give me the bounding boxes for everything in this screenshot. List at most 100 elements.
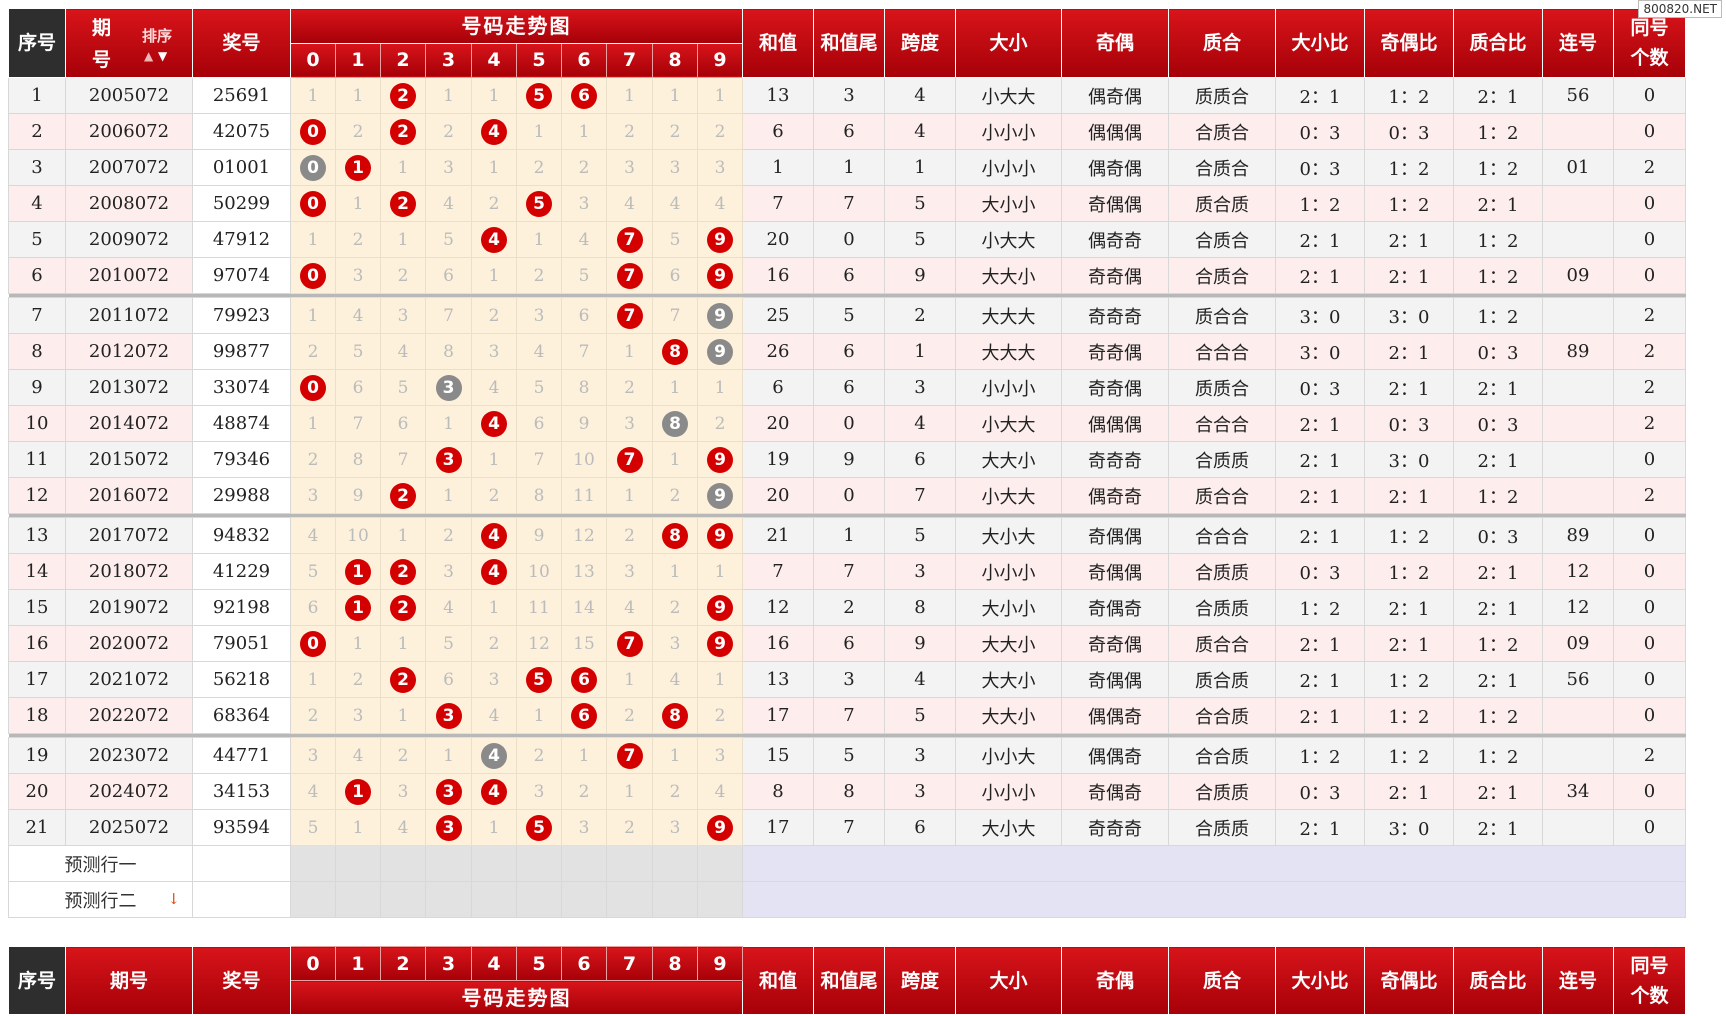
table-row[interactable]: 7 2011072 79923 1 4 3 7 2 3 6 7 7 9 25 5 2 大大大 奇奇奇 质合合 3：0 3… <box>8 297 1686 334</box>
predict-digit-cell-2[interactable] <box>380 845 426 882</box>
predict-label: 预测行一 <box>8 845 193 882</box>
hit-ball: 9 <box>707 630 733 657</box>
hit-ball: 2 <box>390 482 416 509</box>
trend-cell-5: 3 <box>516 773 562 810</box>
hit-ball: 8 <box>662 522 688 549</box>
trend-cell-2: 2 <box>380 113 426 150</box>
cell-size: 小大大 <box>955 221 1062 258</box>
predict-digit-cell-0[interactable] <box>290 845 336 882</box>
header-digit-8: 8 <box>652 42 698 78</box>
cell-parity-ratio: 3：0 <box>1364 441 1454 478</box>
predict-digit-cell-7[interactable] <box>606 845 653 882</box>
table-row[interactable]: 3 2007072 01001 0 1 1 3 1 2 2 3 3 3 1 1 1 小小小 偶奇偶 合质合 0：3 1：… <box>8 149 1686 186</box>
predict-prize-input[interactable] <box>192 845 291 882</box>
trend-cell-8: 5 <box>652 221 698 258</box>
table-row[interactable]: 14 2018072 41229 5 1 2 3 4 10 13 3 1 1 7 7 3 小小小 奇偶偶 合质质 0：… <box>8 553 1686 590</box>
predict-digit-cell-8[interactable] <box>652 881 698 918</box>
cell-parity-ratio: 1：2 <box>1364 77 1454 114</box>
sort-down-icon[interactable]: ▼ <box>158 49 168 63</box>
trend-cell-3: 3 <box>425 809 472 846</box>
trend-cell-0: 4 <box>290 773 336 810</box>
table-row[interactable]: 5 2009072 47912 1 2 1 5 4 1 4 7 5 9 20 0 5 小大大 偶奇奇 合质合 2：1 2… <box>8 221 1686 258</box>
cell-seq: 4 <box>8 185 66 222</box>
predict-digit-cell-1[interactable] <box>335 881 381 918</box>
table-row[interactable]: 4 2008072 50299 0 1 2 4 2 5 3 4 4 4 7 7 5 大小小 奇偶偶 质合质 1：2 1：… <box>8 185 1686 222</box>
trend-cell-4: 4 <box>471 221 517 258</box>
hit-ball: 6 <box>571 702 597 729</box>
predict-row[interactable]: 预测行二 ↓ <box>8 881 1686 918</box>
table-row[interactable]: 2 2006072 42075 0 2 2 2 4 1 1 2 2 2 6 6 4 小小小 偶偶偶 合质合 0：3 0：… <box>8 113 1686 150</box>
predict-digit-cell-4[interactable] <box>471 845 517 882</box>
cell-prize: 47912 <box>192 221 291 258</box>
cell-prime: 质合质 <box>1168 185 1276 222</box>
cell-size: 大大小 <box>955 441 1062 478</box>
header-period[interactable]: 期 号 排序 ▲ ▼ <box>65 8 193 78</box>
table-row[interactable]: 9 2013072 33074 0 6 5 3 4 5 8 2 1 1 6 6 3 小小小 奇奇偶 质质合 0：3 2：… <box>8 369 1686 406</box>
table-row[interactable]: 17 2021072 56218 1 2 2 6 3 5 6 1 4 1 13 3 4 大大小 奇偶偶 质合质 2：1… <box>8 661 1686 698</box>
cell-consecutive: 09 <box>1542 257 1614 294</box>
cell-prime-ratio: 0：3 <box>1453 405 1543 442</box>
cell-span: 5 <box>884 517 956 554</box>
table-row[interactable]: 8 2012072 99877 2 5 4 8 3 4 7 1 8 9 26 6 1 大大大 奇奇偶 合合合 3：0 2… <box>8 333 1686 370</box>
predict-prize-input[interactable] <box>192 881 291 918</box>
predict-digit-cell-9[interactable] <box>697 845 743 882</box>
trend-cell-0: 2 <box>290 697 336 734</box>
predict-digit-cell-2[interactable] <box>380 881 426 918</box>
table-row[interactable]: 12 2016072 29988 3 9 2 1 2 8 11 1 2 9 20 0 7 小大大 偶奇奇 质合合 2：… <box>8 477 1686 514</box>
table-row[interactable]: 1 2005072 25691 1 1 2 1 1 5 6 1 1 1 13 3 4 小大大 偶奇偶 质质合 2：1 1… <box>8 77 1686 114</box>
predict-digit-cell-1[interactable] <box>335 845 381 882</box>
hit-ball: 3 <box>435 702 462 729</box>
footer-same-top: 同号 <box>1630 954 1669 977</box>
trend-cell-9: 2 <box>697 113 743 150</box>
table-row[interactable]: 16 2020072 79051 0 1 1 5 2 12 15 7 3 9 16 6 9 大大小 奇奇偶 质合合 2… <box>8 625 1686 662</box>
predict-digit-cell-9[interactable] <box>697 881 743 918</box>
trend-cell-8: 2 <box>652 589 698 626</box>
predict-row[interactable]: 预测行一 <box>8 845 1686 882</box>
trend-cell-0: 1 <box>290 661 336 698</box>
table-row[interactable]: 10 2014072 48874 1 7 6 1 4 6 9 3 8 2 20 0 4 小大大 偶偶偶 合合合 2：1… <box>8 405 1686 442</box>
table-row[interactable]: 6 2010072 97074 0 3 2 6 1 2 5 7 6 9 16 6 9 大大小 奇奇偶 合质合 2：1 2… <box>8 257 1686 294</box>
predict-digit-cell-6[interactable] <box>561 845 607 882</box>
footer-period: 期号 <box>65 946 193 1015</box>
trend-cell-3: 4 <box>425 589 472 626</box>
group-divider-line <box>8 293 1686 298</box>
predict-digit-cell-6[interactable] <box>561 881 607 918</box>
cell-prime: 质质合 <box>1168 77 1276 114</box>
predict-digit-cell-4[interactable] <box>471 881 517 918</box>
predict-digit-cell-3[interactable] <box>425 845 472 882</box>
cell-parity-ratio: 1：2 <box>1364 149 1454 186</box>
hit-ball: 7 <box>616 262 643 289</box>
predict-digit-cell-5[interactable] <box>516 881 562 918</box>
table-row[interactable]: 19 2023072 44771 3 4 2 1 4 2 1 7 1 3 15 5 3 小小大 偶偶奇 合合质 1：2… <box>8 737 1686 774</box>
table-row[interactable]: 15 2019072 92198 6 1 2 4 1 11 14 4 2 9 12 2 8 大小小 奇偶奇 合质质 1… <box>8 589 1686 626</box>
hit-ball: 9 <box>707 262 733 289</box>
table-row[interactable]: 13 2017072 94832 4 10 1 2 4 9 12 2 8 9 21 1 5 大小大 奇偶偶 合合合 2… <box>8 517 1686 554</box>
arrow-down-icon[interactable]: ↓ <box>167 890 180 908</box>
cell-prime-ratio: 2：1 <box>1453 77 1543 114</box>
cell-sum-tail: 6 <box>813 333 885 370</box>
predict-digit-cell-3[interactable] <box>425 881 472 918</box>
hit-ball: 5 <box>526 190 552 217</box>
table-row[interactable]: 20 2024072 34153 4 1 3 3 4 3 2 1 2 4 8 8 3 小小小 奇偶奇 合质质 0：3 2… <box>8 773 1686 810</box>
cell-prime-ratio: 1：2 <box>1453 477 1543 514</box>
predict-digit-cell-0[interactable] <box>290 881 336 918</box>
cell-sum: 20 <box>742 405 814 442</box>
cell-parity-ratio: 2：1 <box>1364 477 1454 514</box>
cell-prime-ratio: 1：2 <box>1453 697 1543 734</box>
trend-cell-7: 7 <box>606 441 653 478</box>
predict-digit-cell-7[interactable] <box>606 881 653 918</box>
trend-cell-5: 5 <box>516 77 562 114</box>
table-row[interactable]: 18 2022072 68364 2 3 1 3 4 1 6 2 8 2 17 7 5 大大小 偶偶奇 合合质 2：1… <box>8 697 1686 734</box>
predict-digit-cell-5[interactable] <box>516 845 562 882</box>
sort-button[interactable]: 排序 <box>142 27 173 45</box>
sort-up-icon[interactable]: ▲ <box>144 49 154 63</box>
hit-ball: 4 <box>481 410 507 437</box>
trend-cell-7: 1 <box>606 333 653 370</box>
table-row[interactable]: 21 2025072 93594 5 1 4 3 1 5 3 2 3 9 17 7 6 大小大 奇奇奇 合质质 2：1… <box>8 809 1686 846</box>
footer-size-ratio: 大小比 <box>1275 946 1365 1015</box>
cell-sum: 15 <box>742 737 814 774</box>
cell-prime-ratio: 1：2 <box>1453 737 1543 774</box>
cell-same-count: 0 <box>1613 553 1686 590</box>
predict-digit-cell-8[interactable] <box>652 845 698 882</box>
table-row[interactable]: 11 2015072 79346 2 8 7 3 1 7 10 7 1 9 19 9 6 大大小 奇奇奇 合质质 2：… <box>8 441 1686 478</box>
